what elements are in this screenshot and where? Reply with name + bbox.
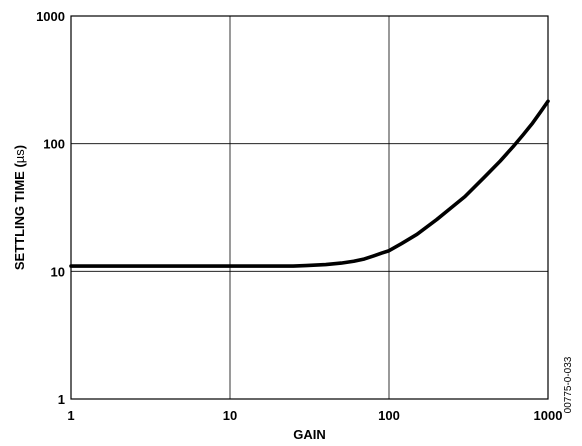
x-axis-label: GAIN (293, 427, 326, 442)
y-axis-label: SETTLING TIME (µs) (12, 145, 27, 270)
x-tick-label: 100 (378, 408, 400, 423)
series-group (69, 99, 550, 268)
x-tick-label: 10 (223, 408, 237, 423)
y-axis-label-main: SETTLING TIME ( (12, 163, 27, 271)
x-tick-label: 1 (67, 408, 74, 423)
y-tick-label: 1000 (36, 9, 65, 24)
y-tick-label: 10 (51, 264, 65, 279)
y-axis-label-unit: µs (12, 149, 27, 163)
y-tick-label: 1 (58, 392, 65, 407)
x-tick-label: 1000 (534, 408, 563, 423)
y-axis-label-close: ) (12, 145, 27, 149)
figure-id: 00775-0-033 (563, 356, 574, 413)
x-tick-labels: 1 10 100 1000 (67, 408, 562, 423)
grid-lines (71, 16, 548, 399)
plot-frame (70, 15, 549, 400)
y-tick-labels: 1 10 100 1000 (36, 9, 65, 407)
y-tick-label: 100 (43, 137, 65, 152)
settling-time-curve (69, 99, 550, 268)
